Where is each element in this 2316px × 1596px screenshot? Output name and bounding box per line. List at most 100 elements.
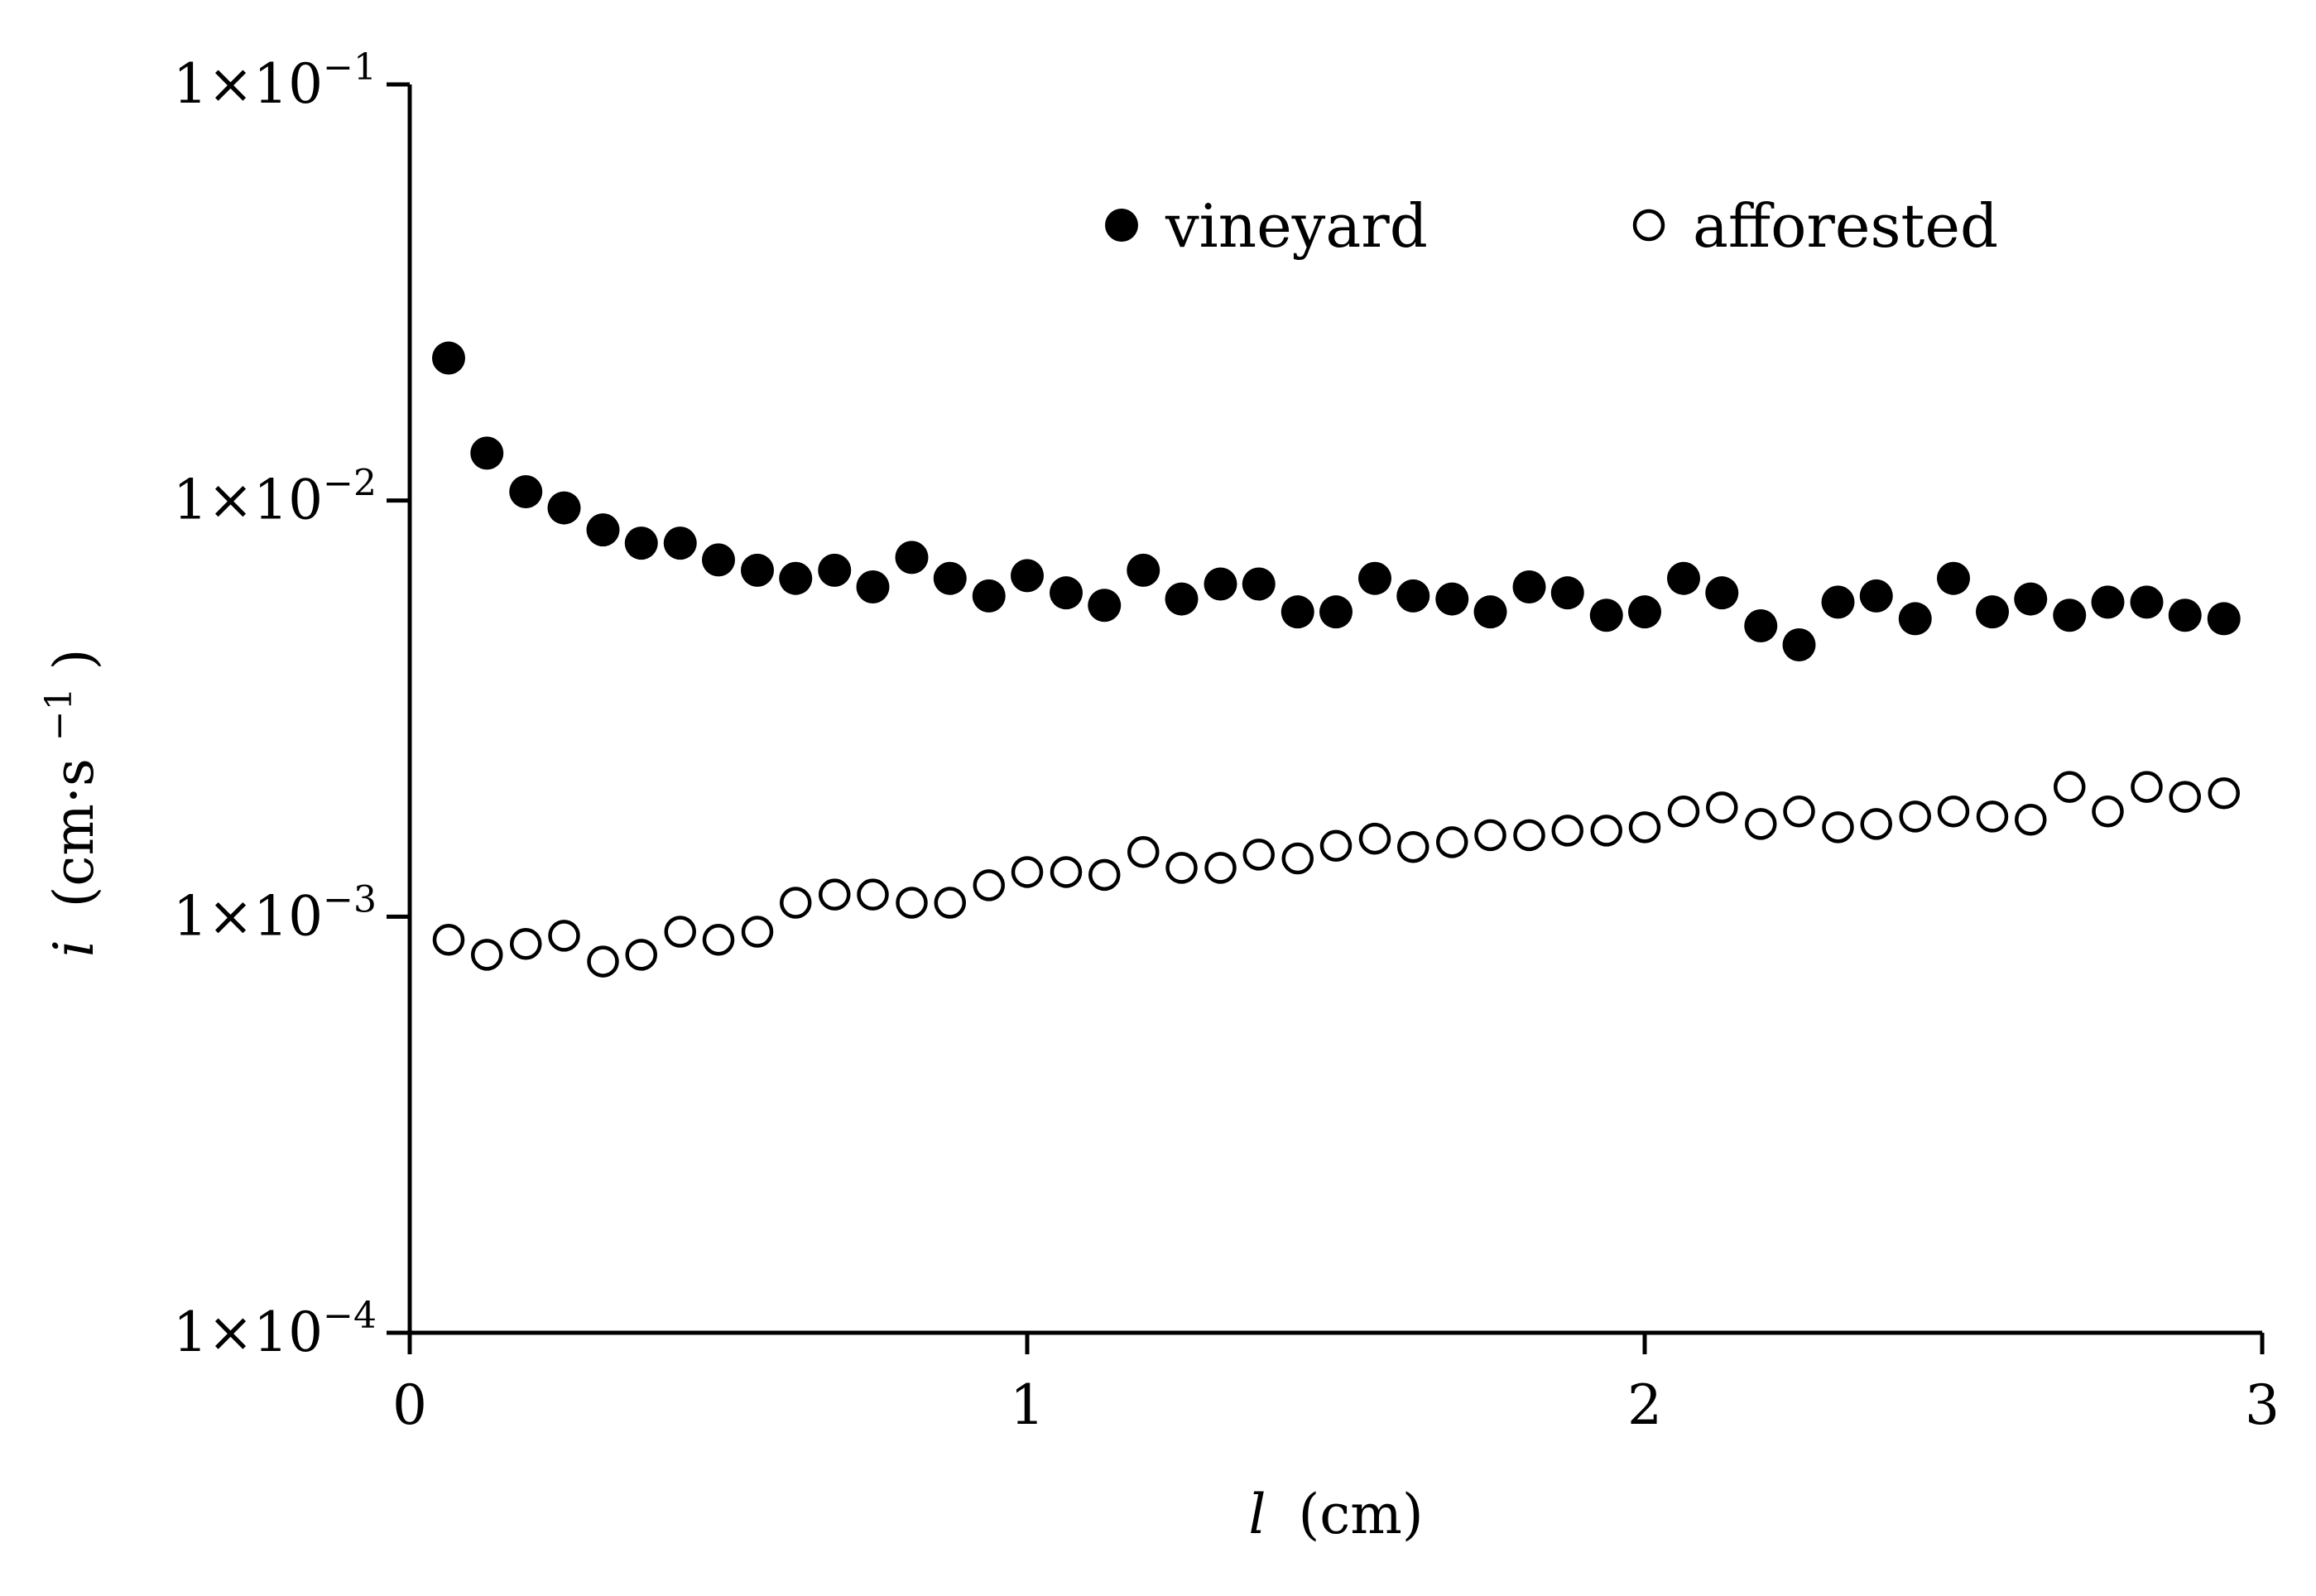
data-point-vineyard — [1088, 589, 1122, 623]
y-tick-label-mantissa: 1×10 — [173, 469, 323, 532]
data-point-afforested — [625, 939, 657, 971]
legend: vineyard afforested — [1105, 191, 1998, 261]
data-point-afforested — [1011, 856, 1044, 888]
data-point-vineyard — [1281, 595, 1314, 629]
data-point-vineyard — [1705, 576, 1739, 610]
data-point-vineyard — [895, 541, 929, 574]
y-tick-label-exponent: −3 — [323, 878, 377, 921]
ticks: 1×10−11×10−21×10−31×10−40 1 2 3 — [173, 46, 2280, 1437]
data-point-afforested — [780, 887, 812, 919]
x-axis-unit: (cm) — [1299, 1483, 1424, 1546]
data-point-vineyard — [470, 436, 504, 470]
data-point-vineyard — [1204, 567, 1237, 601]
data-point-vineyard — [1242, 567, 1276, 601]
data-point-afforested — [587, 945, 619, 978]
data-point-afforested — [818, 878, 851, 911]
data-point-afforested — [1242, 839, 1275, 871]
data-point-vineyard — [1165, 582, 1199, 616]
data-point-vineyard — [1319, 595, 1353, 629]
y-tick-label-mantissa: 1×10 — [173, 884, 323, 948]
data-point-afforested — [2208, 776, 2240, 810]
data-point-afforested — [1860, 808, 1892, 840]
data-point-vineyard — [1011, 559, 1044, 593]
data-point-afforested — [1513, 819, 1545, 852]
data-point-afforested — [2092, 795, 2124, 828]
data-point-vineyard — [663, 526, 697, 560]
data-point-vineyard — [1937, 561, 1970, 595]
y-axis-label: i (cm·s −1 ) — [21, 649, 106, 958]
data-point-vineyard — [1782, 627, 1816, 661]
y-axis-variable: i — [42, 940, 106, 957]
data-point-afforested — [1127, 836, 1160, 868]
data-point-vineyard — [856, 570, 890, 604]
data-point-vineyard — [1859, 579, 1893, 613]
data-point-vineyard — [547, 491, 581, 525]
data-point-afforested — [1590, 815, 1622, 847]
y-tick-label-mantissa: 1×10 — [173, 1300, 323, 1364]
data-point-afforested — [934, 887, 966, 919]
data-point-vineyard — [2207, 602, 2241, 636]
data-point-afforested — [741, 916, 774, 948]
data-point-vineyard — [1975, 595, 2009, 629]
x-tick-label: 0 — [392, 1373, 427, 1437]
data-point-afforested — [1088, 858, 1121, 892]
x-axis-label: l (cm) — [1248, 1483, 1423, 1546]
data-point-vineyard — [1396, 579, 1430, 613]
legend-label-vineyard: vineyard — [1165, 191, 1428, 261]
data-point-afforested — [857, 878, 889, 911]
data-point-afforested — [1358, 822, 1391, 855]
data-point-afforested — [1937, 795, 1970, 828]
data-point-afforested — [1667, 795, 1700, 828]
data-point-vineyard — [2168, 598, 2202, 632]
data-point-afforested — [1976, 800, 2009, 833]
data-point-afforested — [1628, 811, 1661, 844]
data-point-vineyard — [818, 553, 852, 587]
data-point-vineyard — [933, 561, 967, 595]
y-tick-label: 1×10−1 — [173, 46, 377, 116]
data-points — [431, 341, 2241, 978]
data-point-vineyard — [2053, 598, 2087, 632]
data-point-vineyard — [1550, 576, 1584, 610]
x-tick-label: 2 — [1627, 1373, 1662, 1437]
y-tick-label-exponent: −1 — [323, 46, 377, 89]
data-point-vineyard — [1127, 553, 1160, 587]
data-point-vineyard — [1049, 576, 1083, 610]
legend-label-afforested: afforested — [1693, 191, 1998, 261]
data-point-vineyard — [624, 526, 658, 560]
series-vineyard — [431, 341, 2241, 661]
data-point-afforested — [1474, 819, 1506, 852]
data-point-vineyard — [1357, 561, 1391, 595]
data-point-afforested — [664, 916, 696, 948]
data-point-vineyard — [586, 513, 620, 547]
x-axis-variable: l — [1248, 1483, 1266, 1546]
y-tick-label: 1×10−4 — [173, 1295, 377, 1364]
data-point-afforested — [1204, 852, 1237, 884]
data-point-vineyard — [1473, 595, 1507, 629]
data-point-afforested — [1783, 795, 1815, 828]
data-point-vineyard — [2091, 585, 2125, 619]
data-point-afforested — [1319, 829, 1353, 862]
y-axis-unit-close: ) — [42, 649, 106, 671]
data-point-vineyard — [1435, 582, 1469, 616]
y-tick-label: 1×10−2 — [173, 463, 377, 532]
legend-marker-vineyard — [1105, 209, 1138, 242]
data-point-vineyard — [1898, 602, 1932, 636]
data-point-afforested — [702, 923, 735, 956]
data-point-afforested — [1281, 842, 1314, 875]
data-point-afforested — [2169, 781, 2201, 813]
data-point-afforested — [471, 939, 503, 971]
data-point-afforested — [509, 928, 542, 960]
data-point-afforested — [2015, 803, 2047, 836]
series-afforested — [432, 771, 2240, 978]
data-point-vineyard — [779, 561, 813, 595]
data-point-afforested — [2131, 771, 2163, 803]
data-point-vineyard — [1744, 608, 1778, 642]
x-tick-label: 1 — [1010, 1373, 1045, 1437]
legend-marker-afforested — [1632, 209, 1665, 242]
data-point-vineyard — [1589, 598, 1623, 632]
data-point-afforested — [2053, 771, 2086, 803]
data-point-vineyard — [1666, 561, 1700, 595]
data-point-afforested — [1706, 791, 1738, 824]
y-axis-unit: (cm·s — [42, 758, 106, 907]
